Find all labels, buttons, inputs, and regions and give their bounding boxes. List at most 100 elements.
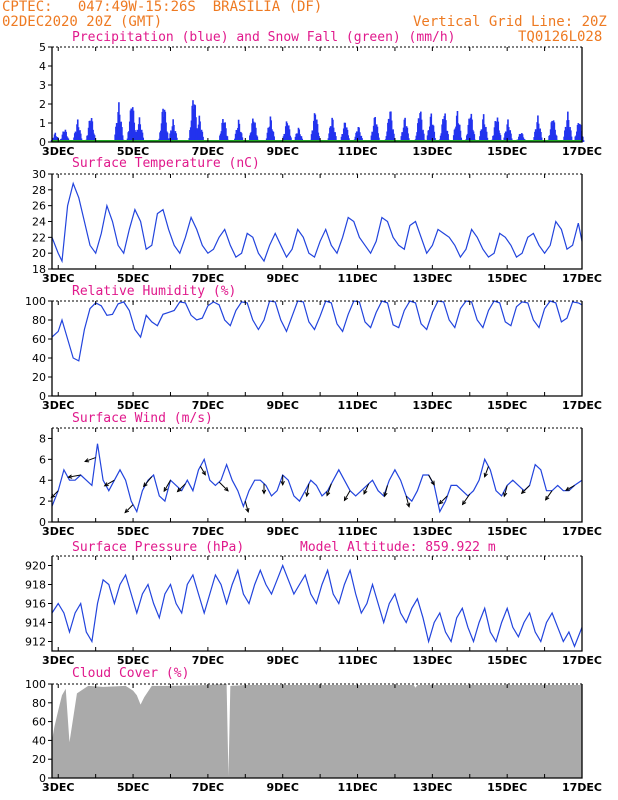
wind-arrow-head [326, 491, 331, 497]
precip-title: Precipitation (blue) and Snow Fall (gree… [72, 30, 456, 45]
precip-xtick-label: 13DEC [412, 145, 452, 158]
rh-xtick-label: 9DEC [267, 399, 299, 412]
header-code: TQ0126L028 [518, 29, 603, 45]
rh-ytick-label: 0 [39, 390, 46, 403]
wind-xtick-label: 3DEC [42, 525, 74, 538]
precip-bar [378, 137, 380, 142]
cloud-panel: 0 20 40 60 80 100 3DEC 5DEC 7DEC 9DEC 11DEC 13DEC 15… [25, 678, 602, 794]
wind-arrow-shaft [439, 495, 448, 505]
wind-arrow [199, 466, 206, 476]
wind-arrow-shaft [565, 485, 575, 491]
precip-ytick-label: 5 [39, 41, 46, 54]
precip-bar [420, 119, 423, 142]
precip-bar [499, 135, 502, 142]
precip-bar [175, 133, 177, 142]
precip-bar [225, 128, 227, 142]
wind-arrow-head [163, 487, 168, 493]
wind-arrow-shaft [384, 485, 388, 497]
wind-xtick-label: 11DEC [338, 525, 378, 538]
precip-bar [290, 137, 292, 142]
precip-bar [393, 133, 395, 142]
rh-ytick-label: 60 [32, 333, 46, 346]
wind-arrow [326, 483, 332, 497]
wind-arrow-shaft [143, 476, 153, 487]
pres-xtick-label: 17DEC [562, 654, 602, 667]
wind-arrow-shaft [68, 474, 81, 478]
precip-bar [142, 137, 145, 142]
wind-arrow-head [224, 486, 229, 492]
wind-arrow-head [544, 495, 550, 501]
wind-panel: 0 2 4 6 8 3DEC 5DEC 7DEC 9DEC 11DEC 13DEC 15DEC 17DE… [39, 427, 602, 538]
temp-title: Surface Temperature (nC) [72, 156, 260, 171]
wind-arrow-head [503, 492, 508, 498]
cloud-frame [51, 684, 583, 779]
wind-arrow-head [67, 474, 73, 479]
wind-arrow [503, 485, 508, 498]
cloud-xtick-label: 3DEC [42, 781, 74, 794]
pres-xtick-label: 15DEC [487, 654, 527, 667]
precip-ytick-label: 4 [39, 60, 46, 73]
wind-arrow [142, 476, 153, 488]
precip-xtick-label: 7DEC [192, 145, 224, 158]
wind-xtick-label: 7DEC [192, 525, 224, 538]
precip-xtick-label: 9DEC [267, 145, 299, 158]
precip-bar [540, 132, 542, 142]
precip-bar [460, 137, 463, 142]
wind-arrow [261, 483, 267, 495]
precip-bar [377, 133, 379, 142]
pres-ytick-label: 912 [25, 636, 46, 649]
precip-ytick-label: 1 [39, 117, 46, 130]
rh-line [51, 300, 583, 362]
header-station: CPTEC: 047:49W-15:26S BRASILIA (DF) [2, 0, 323, 15]
cloud-ytick-label: 60 [32, 716, 46, 729]
precip-ytick-label: 2 [39, 98, 46, 111]
precip-ytick-label: 3 [39, 79, 46, 92]
wind-frame [51, 428, 583, 523]
wind-arrow-shaft [244, 500, 249, 513]
wind-arrow-head [124, 508, 130, 514]
wind-arrow [428, 474, 435, 486]
temp-line [51, 181, 583, 264]
wind-arrow-shaft [124, 504, 134, 513]
wind-ytick-label: 2 [39, 495, 46, 508]
precip-bar [176, 137, 178, 142]
precip-bar [570, 136, 573, 142]
rh-title: Relative Humidity (%) [72, 284, 237, 299]
wind-arrow-head [103, 482, 109, 487]
wind-ytick-label: 8 [39, 432, 46, 445]
wind-xtick-label: 13DEC [412, 525, 452, 538]
precip-bar [582, 136, 584, 142]
cloud-title: Cloud Cover (%) [72, 666, 190, 681]
wind-arrow [244, 500, 250, 514]
precip-bar [79, 133, 82, 142]
precip-bar [473, 134, 476, 142]
wind-arrow-head [84, 458, 90, 463]
header-grid-note: Vertical Grid Line: 20Z [413, 14, 607, 30]
wind-arrow-shaft [306, 483, 310, 497]
wind-arrow-shaft [503, 485, 508, 497]
precip-ytick-label: 0 [39, 136, 46, 149]
wind-arrow [343, 490, 351, 502]
cloud-ytick-label: 40 [32, 734, 46, 747]
wind-arrow-head [176, 487, 182, 493]
pres-line [51, 563, 583, 648]
wind-arrow-shaft [177, 483, 186, 492]
cloud-xtick-label: 13DEC [412, 781, 452, 794]
wind-arrow-shaft [462, 493, 471, 505]
temp-ytick-label: 30 [32, 168, 46, 181]
wind-arrow-head [245, 507, 250, 514]
wind-arrow [84, 457, 96, 463]
wind-arrow-shaft [521, 485, 530, 494]
wind-arrow [218, 481, 229, 492]
wind-arrow [461, 493, 471, 506]
temp-xtick-label: 13DEC [412, 272, 452, 285]
cloud-xtick-label: 9DEC [267, 781, 299, 794]
precip-bar [195, 117, 197, 142]
wind-arrow-head [383, 492, 388, 498]
pres-panel: 912 914 916 918 920 3DEC 5DEC 7DEC 9DEC 11DEC 13DE… [25, 555, 602, 667]
precip-bar [121, 135, 124, 142]
wind-ytick-label: 4 [39, 474, 46, 487]
wind-arrow-shaft [344, 490, 351, 501]
temp-xtick-label: 17DEC [562, 272, 602, 285]
wind-arrow [176, 483, 186, 493]
